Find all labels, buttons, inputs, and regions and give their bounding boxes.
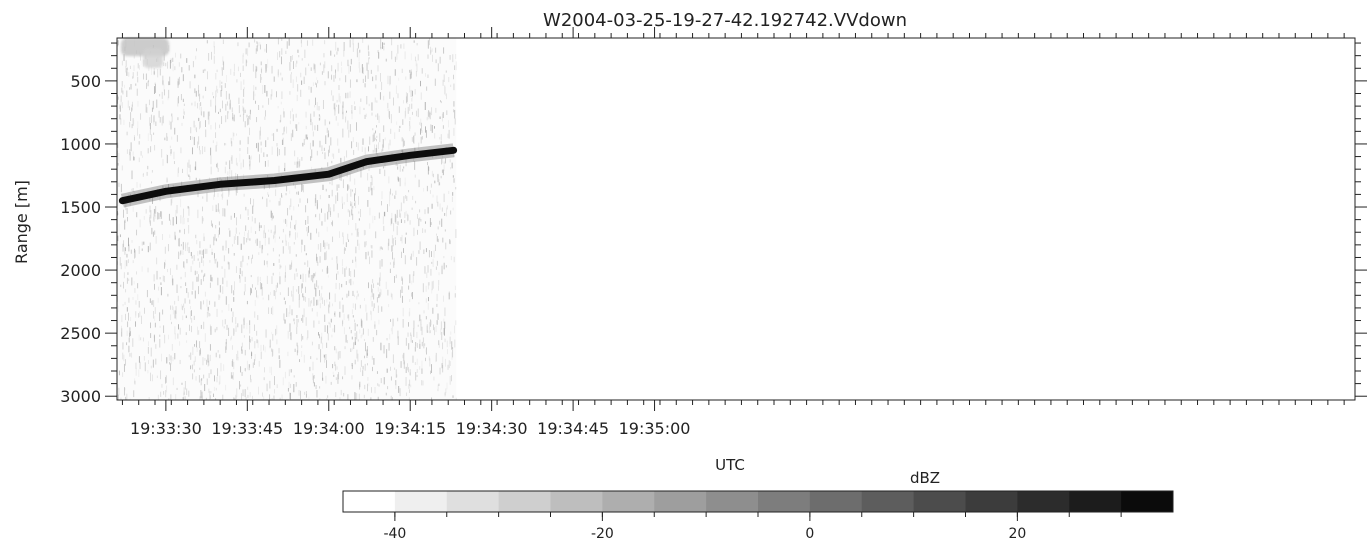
colorbar-tick-label: -20: [591, 526, 614, 542]
colorbar-swatch: [446, 491, 500, 512]
colorbar-swatch: [861, 491, 915, 512]
x-tick-label: 19:34:00: [293, 419, 365, 438]
colorbar-swatch: [602, 491, 655, 512]
colorbar-swatch: [498, 491, 551, 512]
y-tick-label: 1500: [60, 198, 101, 217]
colorbar-swatch: [913, 491, 966, 512]
x-axis: 19:33:30 19:33:45 19:34:00 19:34:15 19:34:30…: [121, 27, 1345, 438]
surface-echo-line: [118, 146, 458, 205]
y-tick-label: 2000: [60, 261, 101, 280]
reflectivity-field: [117, 38, 457, 400]
colorbar-swatch: [1017, 491, 1070, 512]
y-tick-label: 2500: [60, 324, 101, 343]
y-axis: 500 1000 1500 2000 2500 3000: [60, 42, 1367, 406]
colorbar-tick-label: 0: [805, 526, 814, 542]
colorbar-tick-label: 20: [1008, 526, 1026, 542]
colorbar-swatch: [550, 491, 603, 512]
colorbar-swatch: [1121, 491, 1174, 512]
near-range-clutter: [121, 38, 169, 68]
x-tick-label: 19:35:00: [619, 419, 691, 438]
colorbar-label: dBZ: [910, 469, 940, 487]
y-tick-label: 1000: [60, 135, 101, 154]
colorbar-ticks: -40 -20 0 20: [383, 512, 1122, 542]
colorbar-tick-label: -40: [383, 526, 406, 542]
colorbar-swatch: [343, 491, 396, 512]
y-tick-label: 3000: [60, 387, 101, 406]
x-tick-label: 19:34:15: [374, 419, 446, 438]
x-tick-label: 19:33:45: [211, 419, 283, 438]
colorbar-swatch: [394, 491, 448, 512]
colorbar-swatch: [706, 491, 759, 512]
y-tick-label: 500: [70, 72, 101, 91]
plot-frame: [116, 37, 1356, 401]
y-axis-label: Range [m]: [12, 180, 31, 264]
colorbar: [342, 490, 1174, 513]
x-axis-label: UTC: [715, 456, 745, 474]
colorbar-swatch: [758, 491, 811, 512]
x-tick-label: 19:34:45: [537, 419, 609, 438]
x-tick-label: 19:34:30: [456, 419, 528, 438]
x-tick-label: 19:33:30: [130, 419, 202, 438]
colorbar-swatch: [965, 491, 1018, 512]
colorbar-swatch: [809, 491, 863, 512]
colorbar-swatch: [654, 491, 707, 512]
colorbar-swatch: [1069, 491, 1122, 512]
chart-title: W2004-03-25-19-27-42.192742.VVdown: [543, 10, 907, 31]
